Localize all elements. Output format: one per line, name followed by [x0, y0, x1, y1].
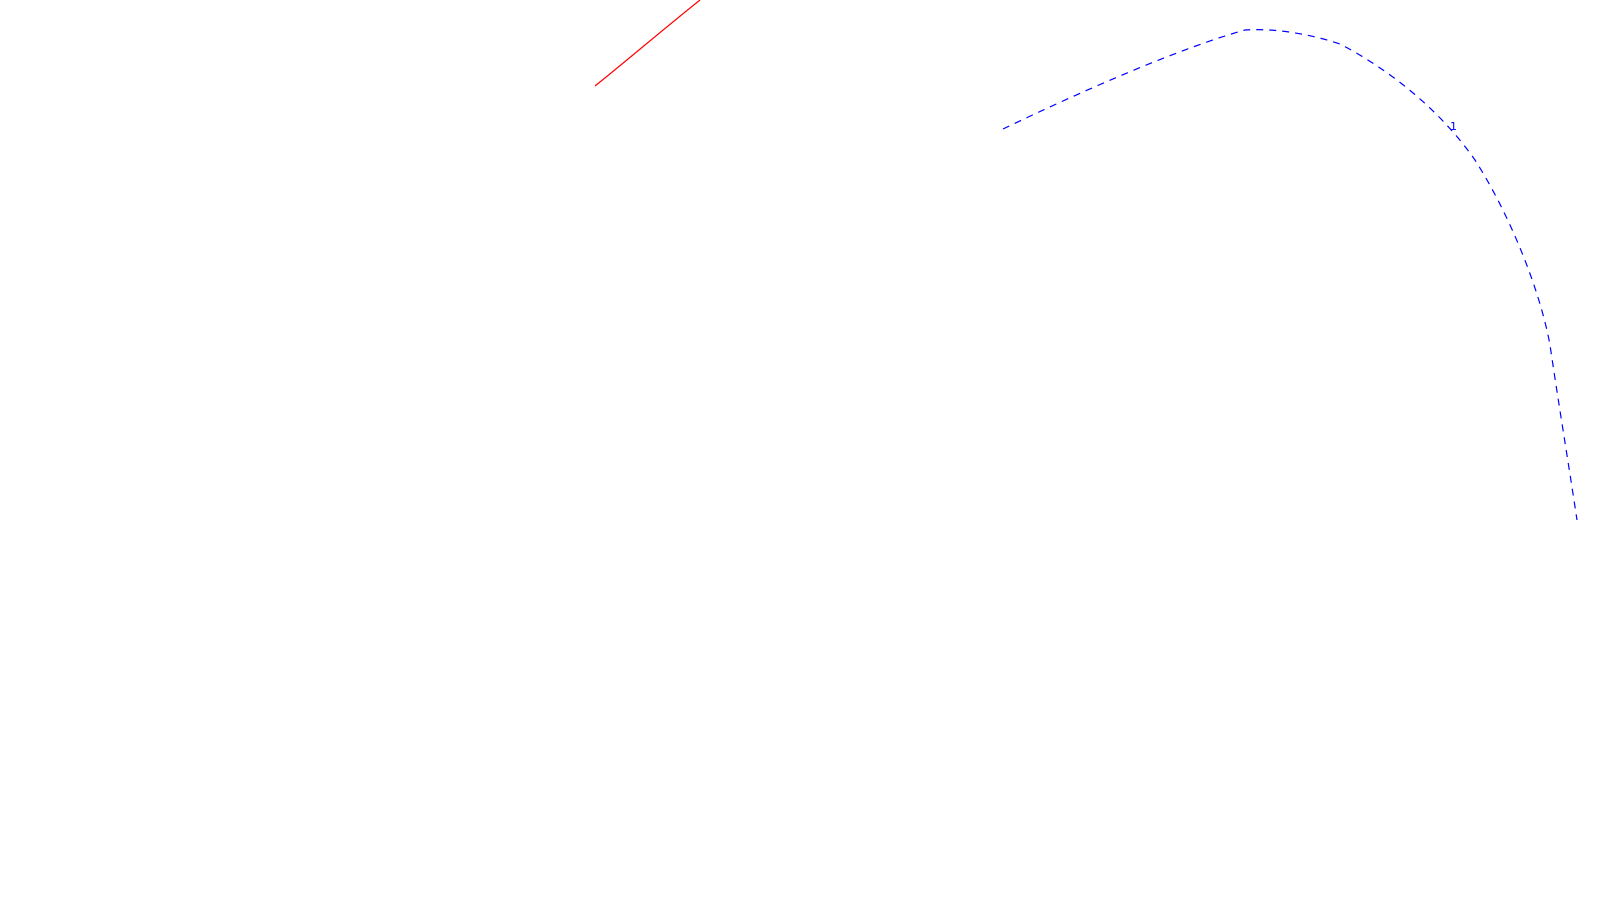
blue-curve-label: 1 [1450, 120, 1457, 133]
blue-dashed-curve [1002, 29, 1578, 521]
red-solid-curve [594, 0, 701, 87]
